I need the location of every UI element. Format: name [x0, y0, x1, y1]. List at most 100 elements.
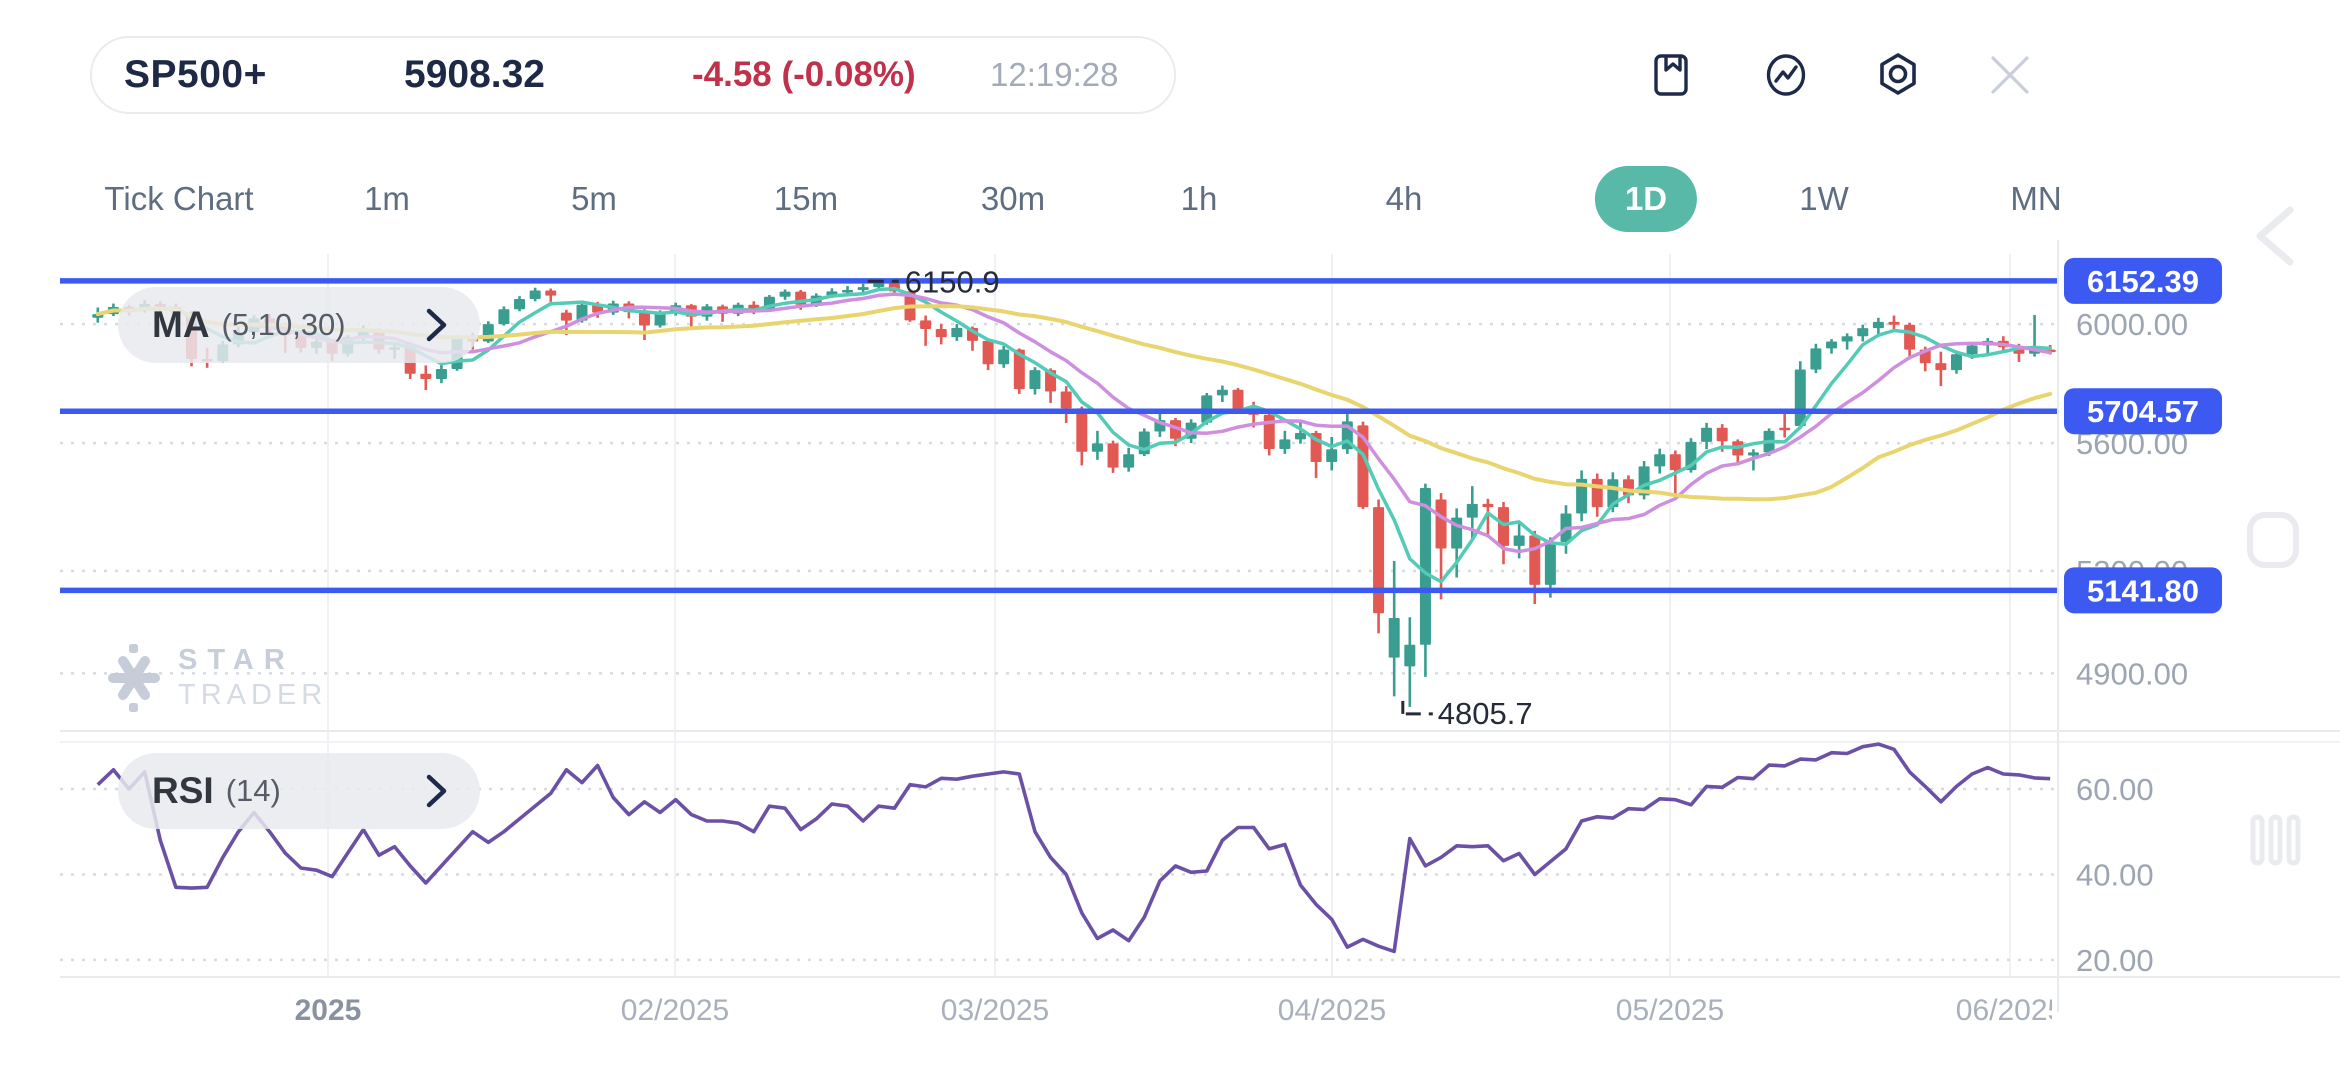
price-level-badge: 6152.39 — [2064, 257, 2222, 304]
date-tick-label: 06/2025 — [1956, 994, 2064, 1027]
candle-body — [1482, 503, 1494, 508]
candle-body — [1904, 324, 1916, 350]
candle-body — [873, 283, 885, 288]
candle-body — [435, 368, 447, 380]
ma-params: (5,10,30) — [221, 307, 346, 342]
candle-body — [842, 289, 854, 293]
candle-body — [1232, 389, 1244, 409]
date-tick-label: 05/2025 — [1616, 994, 1724, 1027]
symbol-header-pill[interactable]: SP500+ 5908.32 -4.58 (-0.08%) 12:19:28 — [90, 36, 1176, 114]
candle-body — [1279, 439, 1291, 449]
quote-time: 12:19:28 — [990, 56, 1119, 93]
candle-body — [1091, 443, 1103, 452]
watermark-line2: TRADER — [178, 679, 328, 711]
candle-body — [1810, 348, 1822, 370]
svg-text:4805.7: 4805.7 — [1438, 696, 1533, 731]
close-icon[interactable] — [1986, 51, 2034, 99]
svg-text:5704.57: 5704.57 — [2087, 394, 2199, 429]
candle-body — [1013, 349, 1025, 390]
candle-body — [1263, 414, 1275, 449]
candle-body — [1107, 443, 1119, 468]
bars-tool-button[interactable] — [2250, 814, 2301, 866]
candle-body — [420, 373, 432, 380]
chevron-right-icon — [426, 308, 447, 342]
settings-icon[interactable] — [1874, 51, 1922, 99]
candle-body — [1216, 389, 1228, 396]
date-tick-label: 03/2025 — [941, 994, 1049, 1027]
candle-body — [560, 312, 572, 321]
last-price: 5908.32 — [404, 53, 545, 96]
date-tick-label: 02/2025 — [621, 994, 729, 1027]
timeframe-tab-1m[interactable]: 1m — [364, 180, 410, 217]
candle-body — [1669, 454, 1681, 471]
indicator-icon[interactable] — [1762, 51, 1810, 99]
candle-body — [498, 309, 510, 325]
candle-body — [1326, 449, 1338, 462]
rsi-tick-label: 20.00 — [2076, 943, 2154, 978]
rsi-params: (14) — [225, 773, 281, 808]
candle-body — [654, 313, 666, 326]
svg-text:6150.9: 6150.9 — [905, 264, 1000, 299]
star-logo-icon — [108, 644, 160, 712]
ma-label: MA — [152, 304, 210, 345]
price-level-badge: 5141.80 — [2064, 567, 2222, 614]
candle-body — [1716, 427, 1728, 442]
rsi-indicator-pill[interactable]: RSI (14) — [118, 753, 480, 829]
timeframe-tab-4h[interactable]: 4h — [1385, 180, 1423, 217]
timeframe-tab-1w[interactable]: 1W — [1799, 180, 1849, 217]
date-tick-label: 04/2025 — [1278, 994, 1386, 1027]
candle-body — [638, 312, 650, 326]
collapse-panel-button[interactable] — [2256, 206, 2294, 266]
svg-text:6152.39: 6152.39 — [2087, 264, 2199, 299]
timeframe-tab-mn[interactable]: MN — [2010, 180, 2062, 217]
bookmark-icon[interactable] — [1647, 51, 1695, 99]
price-tick-label: 6000.00 — [2076, 307, 2188, 342]
candle-body — [1935, 363, 1947, 371]
price-tick-label: 4900.00 — [2076, 656, 2188, 691]
timeframe-tabs: Tick Chart 1m 5m 15m 30m 1h 4h 1D 1W MN — [0, 166, 2340, 232]
timeframe-tab-tick-chart[interactable]: Tick Chart — [104, 180, 254, 217]
candle-body — [1950, 354, 1962, 371]
ma-indicator-pill[interactable]: MA (5,10,30) — [118, 287, 480, 363]
candle-body — [1794, 369, 1806, 426]
candle-body — [545, 290, 557, 296]
candle-body — [1857, 328, 1869, 337]
timeframe-tab-1h[interactable]: 1h — [1180, 180, 1218, 217]
candle-body — [1404, 644, 1416, 667]
candle-body — [920, 320, 932, 330]
low-annotation: 4805.7 — [1401, 696, 1533, 731]
candle-body — [1060, 391, 1072, 409]
candle-body — [1029, 370, 1041, 390]
brand-watermark: STAR TRADER — [104, 642, 327, 714]
candle-body — [1872, 321, 1884, 329]
candle-body — [1591, 478, 1603, 508]
candle-body — [1701, 427, 1713, 442]
candle-body — [982, 340, 994, 365]
candle-body — [1544, 541, 1556, 585]
candle-body — [1966, 345, 1978, 355]
candle-body — [998, 349, 1010, 365]
candle-body — [1419, 488, 1431, 645]
chevron-right-icon — [426, 774, 447, 808]
candle-body — [514, 299, 526, 310]
candle-body — [857, 287, 869, 290]
timeframe-tab-30m[interactable]: 30m — [980, 180, 1046, 217]
candle-body — [1779, 427, 1791, 431]
candle-body — [1841, 336, 1853, 342]
timeframe-tab-5m[interactable]: 5m — [571, 180, 617, 217]
candle-body — [1498, 507, 1510, 546]
timeframe-tab-15m[interactable]: 15m — [773, 180, 839, 217]
candle-body — [1654, 454, 1666, 467]
candle-body — [1388, 617, 1400, 658]
square-tool-button[interactable] — [2247, 512, 2299, 568]
date-axis: 2025 02/2025 03/2025 04/2025 05/2025 06/2025 — [295, 994, 2064, 1027]
candle-body — [1747, 452, 1759, 456]
svg-text:5141.80: 5141.80 — [2087, 573, 2199, 608]
timeframe-tab-1d[interactable]: 1D — [1594, 166, 1698, 232]
rsi-label: RSI — [152, 770, 214, 811]
rsi-tick-label: 40.00 — [2076, 857, 2154, 892]
watermark-line1: STAR — [178, 644, 295, 676]
candle-body — [1294, 432, 1306, 440]
